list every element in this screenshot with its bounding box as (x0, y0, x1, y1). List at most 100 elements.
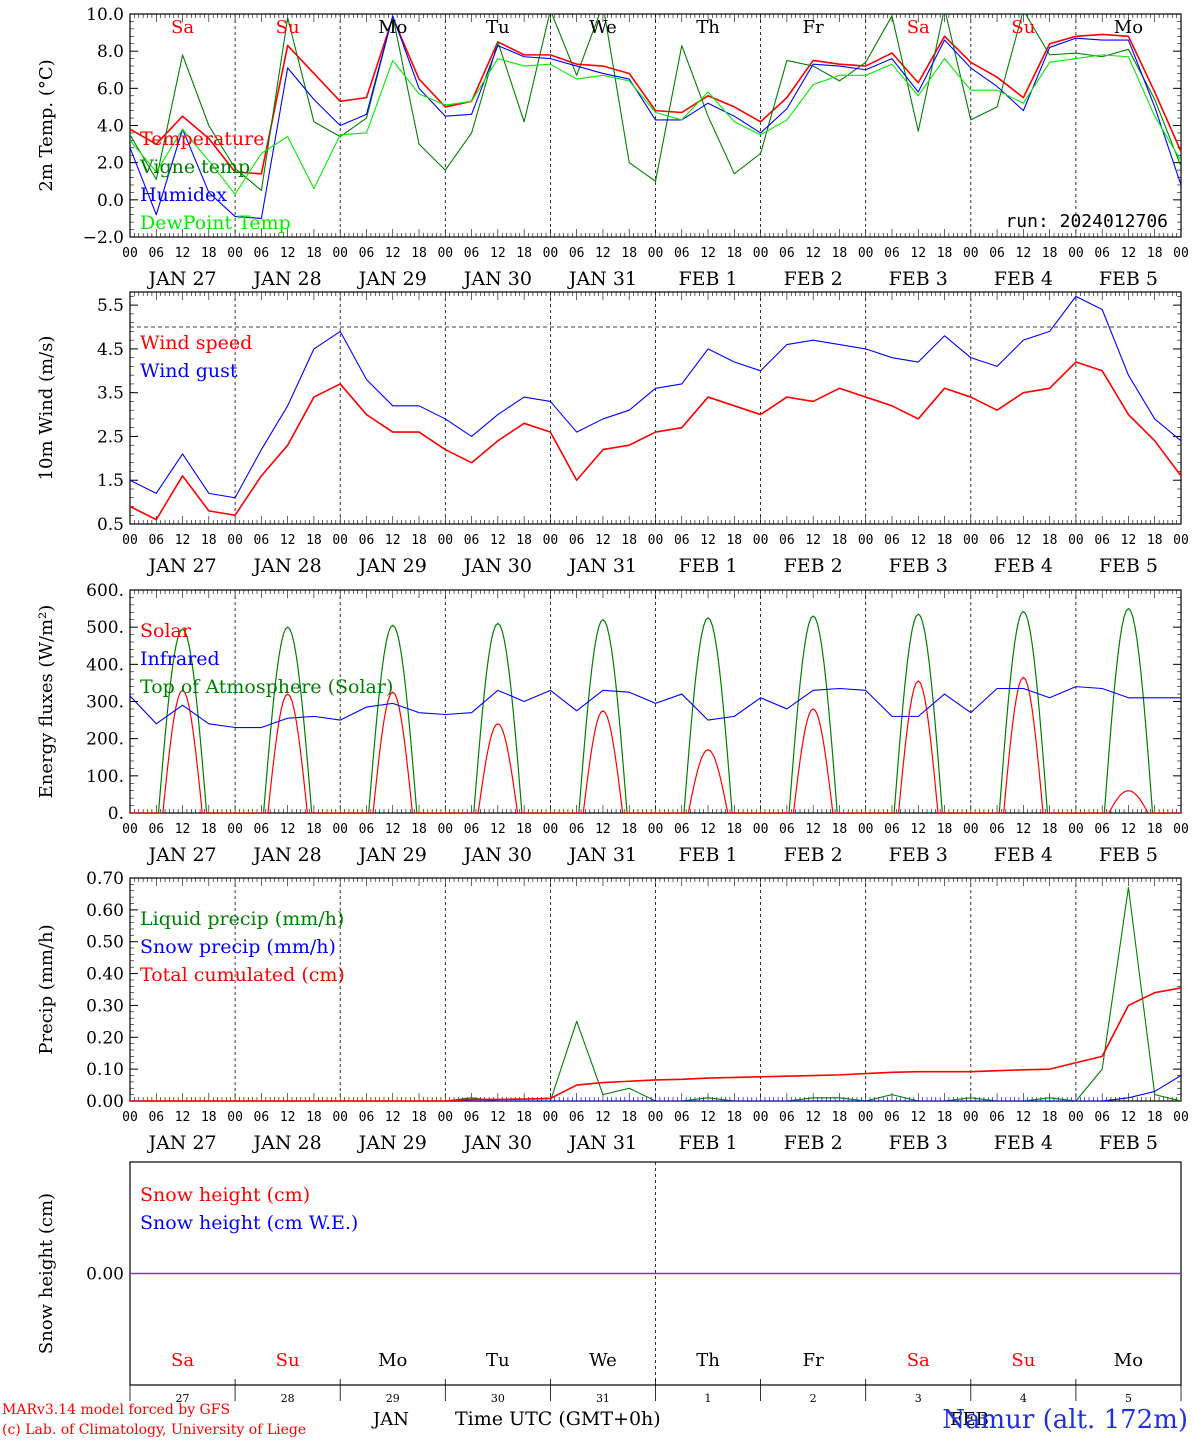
series-wind-speed (130, 361, 1181, 521)
hour-label: 00 (648, 533, 664, 548)
hour-label: 06 (884, 822, 900, 837)
energy-plot-area (130, 607, 1181, 813)
date-label: FEB 1 (678, 1132, 737, 1154)
date-label: JAN 27 (146, 268, 216, 290)
hour-label: 12 (385, 1110, 401, 1125)
hour-label: 06 (359, 246, 375, 261)
y-tick-label: 0.40 (86, 965, 124, 985)
weekday-label: Sa (171, 17, 194, 38)
hour-label: 12 (385, 246, 401, 261)
temp-panel: 00 06 12 18 JAN 27 00 06 12 18 JAN 28 00 06 12 18 JAN … (36, 5, 1189, 290)
legend-entry: Top of Atmosphere (Solar) (140, 676, 393, 698)
hour-label: 00 (648, 822, 664, 837)
date-label: FEB 4 (994, 555, 1053, 577)
energy-panel: 00 06 12 18 JAN 27 00 06 12 18 JAN 28 00 06 12 18 JAN … (36, 581, 1189, 866)
series-infrared (130, 686, 1181, 729)
hour-label: 18 (621, 533, 637, 548)
month-label-jan: JAN (371, 1409, 409, 1430)
hour-label: 00 (753, 1110, 769, 1125)
hour-label: 06 (569, 1110, 585, 1125)
hour-label: 18 (516, 533, 532, 548)
series-total-cumulated-cm- (130, 987, 1181, 1101)
hour-label: 06 (779, 822, 795, 837)
hour-label: 12 (490, 1110, 506, 1125)
run-annotation: run: 2024012706 (1005, 211, 1168, 232)
weekday-label: Th (696, 1350, 720, 1371)
hour-label: 00 (858, 822, 874, 837)
date-label: JAN 28 (252, 268, 322, 290)
hour-label: 00 (122, 246, 138, 261)
hour-label: 12 (1016, 533, 1032, 548)
time-axis-label: Time UTC (GMT+0h) (455, 1408, 661, 1430)
date-label: JAN 27 (146, 844, 216, 866)
hour-label: 18 (201, 246, 217, 261)
y-tick-label: 0.5 (97, 515, 124, 535)
hour-label: 00 (227, 822, 243, 837)
legend-entry: Humidex (140, 184, 227, 206)
y-tick-label: 600. (86, 581, 124, 601)
hour-label: 00 (332, 246, 348, 261)
y-tick-label: 0.00 (86, 1092, 124, 1112)
y-tick-label: 2.0 (97, 154, 124, 174)
y-tick-label: 0.00 (86, 1265, 124, 1285)
hour-label: 00 (648, 246, 664, 261)
date-label: FEB 3 (889, 1132, 948, 1154)
hour-label: 18 (411, 533, 427, 548)
hour-label: 00 (437, 533, 453, 548)
hour-label: 12 (490, 246, 506, 261)
legend-entry: DewPoint Temp (140, 212, 291, 234)
date-label: JAN 30 (462, 268, 532, 290)
hour-label: 12 (1121, 246, 1137, 261)
hour-label: 06 (359, 1110, 375, 1125)
weekday-label: Sa (907, 17, 930, 38)
hour-label: 18 (1147, 1110, 1163, 1125)
hour-label: 06 (569, 246, 585, 261)
hour-label: 06 (1094, 822, 1110, 837)
legend-entry: Infrared (140, 648, 220, 670)
legend-entry: Wind speed (140, 332, 252, 354)
hour-label: 06 (148, 822, 164, 837)
weekday-label: Sa (907, 1350, 930, 1371)
hour-label: 12 (385, 822, 401, 837)
hour-label: 18 (726, 533, 742, 548)
solar-series (130, 676, 1181, 813)
hour-label: 12 (280, 822, 296, 837)
date-label: JAN 29 (357, 1132, 427, 1154)
hour-label: 18 (411, 1110, 427, 1125)
legend-entry: Snow height (cm W.E.) (140, 1212, 358, 1234)
hour-label: 12 (700, 1110, 716, 1125)
hour-label: 18 (1147, 533, 1163, 548)
energy-frame (129, 589, 1182, 814)
series-temperature (130, 16, 1181, 175)
hour-label: 06 (254, 1110, 270, 1125)
date-label: JAN 29 (357, 268, 427, 290)
date-label: FEB 1 (678, 268, 737, 290)
temp-plot-area (130, 14, 1181, 219)
date-label: JAN 28 (252, 844, 322, 866)
weekday-label: Fr (803, 1350, 824, 1371)
y-tick-label: 200. (86, 730, 124, 750)
hour-label: 12 (595, 1110, 611, 1125)
credit-line-2: (c) Lab. of Climatology, University of L… (2, 1422, 306, 1438)
hour-label: 18 (201, 533, 217, 548)
station-name: Namur (alt. 172m) (942, 1405, 1188, 1435)
date-label: JAN 30 (462, 1132, 532, 1154)
hour-label: 12 (1016, 822, 1032, 837)
date-label: JAN 28 (252, 555, 322, 577)
hour-label: 18 (937, 1110, 953, 1125)
hour-label: 06 (674, 822, 690, 837)
hour-label: 06 (464, 822, 480, 837)
y-tick-label: 10.0 (86, 5, 124, 25)
hour-label: 00 (437, 246, 453, 261)
month-label-feb: FEB (950, 1409, 989, 1430)
weekday-label: Sa (171, 1350, 194, 1371)
hour-label: 06 (989, 1110, 1005, 1125)
date-label: FEB 5 (1099, 555, 1158, 577)
hour-label: 18 (726, 246, 742, 261)
date-label: JAN 31 (567, 844, 637, 866)
date-label: JAN 31 (567, 1132, 637, 1154)
hour-label: 06 (148, 1110, 164, 1125)
date-label: FEB 3 (889, 844, 948, 866)
hour-label: 00 (648, 1110, 664, 1125)
